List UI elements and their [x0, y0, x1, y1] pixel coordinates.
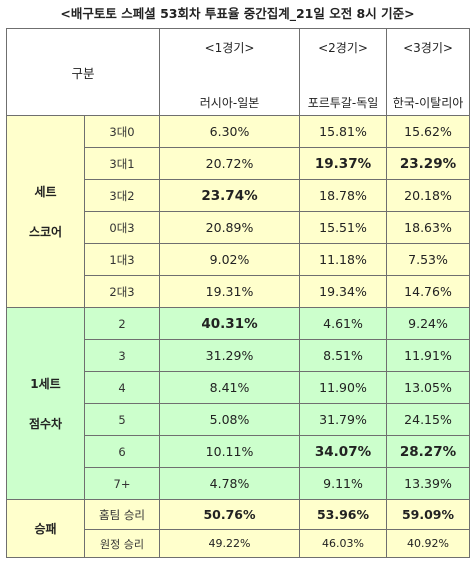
set-score-label-2: 스코어 — [28, 224, 63, 239]
win-loss-category: 승패 — [6, 499, 85, 558]
value-cell: 4.78% — [159, 467, 301, 500]
table-row: 승패 홈팀 승리 50.76% 53.96% 59.09% — [6, 499, 471, 558]
value-cell: 9.24% — [386, 307, 471, 340]
value-cell: 50.76% — [159, 499, 301, 530]
row-label: 2 — [83, 307, 161, 340]
value-cell: 14.76% — [386, 275, 471, 308]
row-label: 1대3 — [83, 243, 161, 276]
row-label: 6 — [83, 435, 161, 468]
table-row: 7+ 4.78% 9.11% 13.39% — [6, 467, 471, 500]
value-cell: 5.08% — [159, 403, 301, 436]
value-cell: 59.09% — [386, 499, 471, 530]
value-cell: 24.15% — [386, 403, 471, 436]
row-label: 7+ — [83, 467, 161, 500]
table-row: 원정 승리 49.22% 46.03% 40.92% — [6, 529, 471, 558]
value-cell: 8.41% — [159, 371, 301, 404]
value-cell: 10.11% — [159, 435, 301, 468]
value-cell: 19.37% — [299, 147, 388, 180]
header-row: 구분 <1경기> 러시아-일본 <2경기> 포르투갈-독일 <3경기> 한국-이… — [5, 28, 471, 116]
value-cell: 19.34% — [299, 275, 388, 308]
table-row: 세트 스코어 3대0 6.30% 15.81% 15.62% — [6, 115, 471, 308]
value-cell: 18.78% — [299, 179, 388, 212]
game-3-teams: 한국-이탈리아 — [392, 96, 464, 110]
value-cell: 20.89% — [159, 211, 301, 244]
value-cell: 8.51% — [299, 339, 388, 372]
set-score-category: 세트 스코어 — [6, 115, 85, 308]
value-cell: 20.72% — [159, 147, 301, 180]
value-cell: 6.30% — [159, 115, 301, 148]
value-cell: 11.18% — [299, 243, 388, 276]
table-row: 5 5.08% 31.79% 24.15% — [6, 403, 471, 436]
category-header: 구분 — [5, 28, 161, 116]
value-cell: 13.05% — [386, 371, 471, 404]
row-label: 4 — [83, 371, 161, 404]
value-cell: 31.29% — [159, 339, 301, 372]
page-title: <배구토토 스페셜 53회차 투표율 중간집계_21일 오전 8시 기준> — [60, 6, 415, 21]
table-row: 3대2 23.74% 18.78% 20.18% — [6, 179, 471, 212]
value-cell: 34.07% — [299, 435, 388, 468]
value-cell: 49.22% — [159, 529, 301, 558]
value-cell: 7.53% — [386, 243, 471, 276]
value-cell: 15.62% — [386, 115, 471, 148]
row-label: 2대3 — [83, 275, 161, 308]
value-cell: 23.74% — [159, 179, 301, 212]
table-row: 1세트 점수차 2 40.31% 4.61% 9.24% — [6, 307, 471, 500]
vote-rate-table: 구분 <1경기> 러시아-일본 <2경기> 포르투갈-독일 <3경기> 한국-이… — [5, 28, 471, 558]
table-row: 4 8.41% 11.90% 13.05% — [6, 371, 471, 404]
value-cell: 46.03% — [299, 529, 388, 558]
value-cell: 15.81% — [299, 115, 388, 148]
game-3-number: <3경기> — [403, 41, 453, 55]
row-label: 원정 승리 — [83, 529, 161, 558]
table-row: 0대3 20.89% 15.51% 18.63% — [6, 211, 471, 244]
value-cell: 4.61% — [299, 307, 388, 340]
game-3-header: <3경기> 한국-이탈리아 — [386, 28, 471, 116]
row-label: 3 — [83, 339, 161, 372]
row-label: 홈팀 승리 — [83, 499, 161, 530]
table-row: 2대3 19.31% 19.34% 14.76% — [6, 275, 471, 308]
value-cell: 20.18% — [386, 179, 471, 212]
game-2-number: <2경기> — [318, 41, 368, 55]
game-1-teams: 러시아-일본 — [199, 96, 260, 110]
value-cell: 9.11% — [299, 467, 388, 500]
value-cell: 31.79% — [299, 403, 388, 436]
value-cell: 13.39% — [386, 467, 471, 500]
value-cell: 28.27% — [386, 435, 471, 468]
point-diff-category: 1세트 점수차 — [6, 307, 85, 500]
game-1-number: <1경기> — [204, 41, 255, 55]
value-cell: 18.63% — [386, 211, 471, 244]
value-cell: 11.91% — [386, 339, 471, 372]
game-2-header: <2경기> 포르투갈-독일 — [299, 28, 388, 116]
value-cell: 23.29% — [386, 147, 471, 180]
value-cell: 40.92% — [386, 529, 471, 558]
set-score-label-1: 세트 — [34, 184, 57, 199]
point-diff-label-2: 점수차 — [28, 416, 63, 431]
value-cell: 15.51% — [299, 211, 388, 244]
value-cell: 11.90% — [299, 371, 388, 404]
row-label: 3대2 — [83, 179, 161, 212]
row-label: 3대1 — [83, 147, 161, 180]
table-row: 3대1 20.72% 19.37% 23.29% — [6, 147, 471, 180]
game-2-teams: 포르투갈-독일 — [307, 96, 379, 110]
row-label: 3대0 — [83, 115, 161, 148]
value-cell: 53.96% — [299, 499, 388, 530]
table-row: 1대3 9.02% 11.18% 7.53% — [6, 243, 471, 276]
game-1-header: <1경기> 러시아-일본 — [159, 28, 301, 116]
row-label: 0대3 — [83, 211, 161, 244]
row-label: 5 — [83, 403, 161, 436]
value-cell: 9.02% — [159, 243, 301, 276]
value-cell: 19.31% — [159, 275, 301, 308]
point-diff-label-1: 1세트 — [30, 376, 61, 391]
value-cell: 40.31% — [159, 307, 301, 340]
